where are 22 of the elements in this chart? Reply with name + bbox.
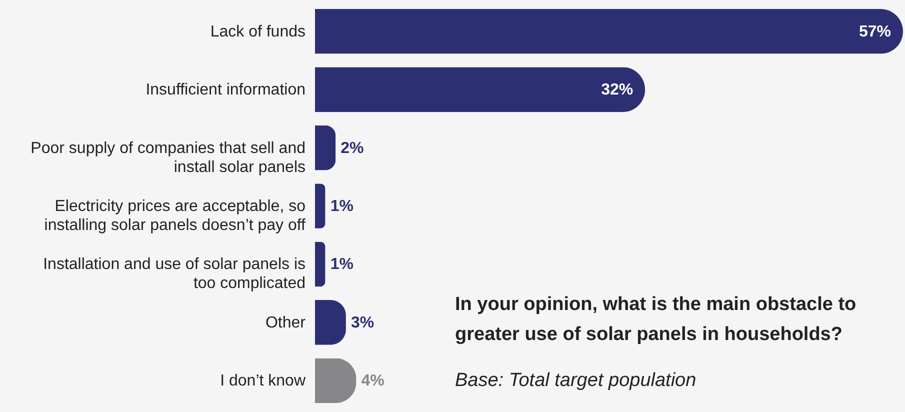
y-tick-label: Lack of funds bbox=[210, 23, 306, 40]
bar bbox=[315, 300, 346, 345]
annotation: Base: Total target population bbox=[455, 370, 696, 391]
y-tick-label: Other bbox=[265, 314, 306, 332]
data-label: 4% bbox=[361, 372, 384, 390]
data-label: 57% bbox=[858, 23, 891, 40]
bar bbox=[315, 184, 326, 228]
annotation: In your opinion, what is the main obstacle to greater use of solar panels in households? bbox=[455, 294, 856, 345]
data-label: 3% bbox=[350, 314, 374, 332]
bar bbox=[315, 8, 903, 54]
y-tick-label: Electricity prices are acceptable, so installing solar panels doesn’t pay off bbox=[44, 198, 306, 234]
y-tick-label: I don’t know bbox=[220, 372, 306, 390]
y-tick-label: Insufficient information bbox=[146, 82, 306, 99]
data-label: 1% bbox=[330, 198, 354, 215]
data-label: 2% bbox=[340, 140, 364, 157]
y-tick-label: Installation and use of solar panels is too complicated bbox=[43, 256, 306, 292]
bar bbox=[315, 242, 326, 287]
bar bbox=[315, 125, 336, 170]
y-tick-label: Poor supply of companies that sell and install solar panels bbox=[30, 140, 306, 176]
data-label: 32% bbox=[601, 82, 634, 99]
bar bbox=[315, 67, 646, 112]
data-label: 1% bbox=[330, 256, 354, 274]
